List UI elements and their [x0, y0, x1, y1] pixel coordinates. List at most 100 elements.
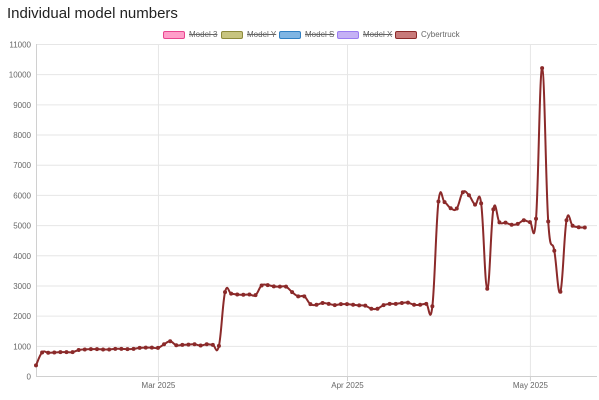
y-tick-label: 6000	[13, 191, 31, 200]
y-tick-label: 0	[27, 373, 32, 382]
y-tick-label: 10000	[9, 71, 32, 80]
data-point	[436, 199, 441, 204]
data-point	[399, 300, 404, 305]
data-point	[284, 284, 289, 289]
page-title: Individual model numbers	[7, 5, 178, 22]
y-tick-label: 3000	[13, 282, 31, 291]
data-point	[381, 303, 386, 308]
data-point	[570, 223, 575, 228]
legend-label: Model S	[305, 30, 335, 39]
data-point	[34, 363, 39, 368]
legend-swatch-model-s	[279, 31, 301, 39]
legend-swatch-model-3	[163, 31, 185, 39]
data-point	[308, 302, 313, 307]
data-point	[314, 302, 319, 307]
data-point	[119, 346, 124, 351]
data-point	[70, 350, 75, 355]
data-point	[290, 290, 295, 295]
data-point	[576, 225, 581, 230]
data-point	[479, 201, 484, 206]
y-tick-label: 9000	[13, 101, 31, 110]
data-point	[369, 306, 374, 311]
data-point	[387, 301, 392, 306]
data-point	[58, 350, 63, 355]
data-point	[460, 190, 465, 195]
data-point	[143, 345, 148, 350]
data-point	[320, 300, 325, 305]
data-point	[497, 220, 502, 225]
data-point	[94, 347, 99, 352]
data-point	[473, 202, 478, 207]
legend-label: Model Y	[247, 30, 277, 39]
data-point	[515, 221, 520, 226]
data-point	[216, 343, 221, 348]
data-point	[503, 220, 508, 225]
data-point	[393, 301, 398, 306]
data-point	[351, 302, 356, 307]
legend-swatch-model-x	[337, 31, 359, 39]
data-point	[527, 220, 532, 225]
x-tick-label: Mar 2025	[142, 381, 176, 390]
data-point	[540, 66, 545, 71]
data-point	[546, 219, 551, 224]
data-point	[180, 342, 185, 347]
y-tick-label: 5000	[13, 222, 31, 231]
data-point	[344, 302, 349, 307]
data-point	[338, 302, 343, 307]
data-point	[253, 293, 258, 298]
data-point	[412, 302, 417, 307]
data-point	[424, 301, 429, 306]
data-point	[162, 342, 167, 347]
data-point	[302, 294, 307, 299]
legend: Model 3 Model Y Model S Model X Cybertru…	[0, 30, 599, 44]
data-point	[198, 343, 203, 348]
data-point	[448, 206, 453, 211]
series-line-cybertruck	[35, 67, 585, 366]
legend-label: Model 3	[189, 30, 218, 39]
data-point	[509, 222, 514, 227]
data-point	[418, 302, 423, 307]
data-point	[326, 301, 331, 306]
data-point	[174, 343, 179, 348]
y-tick-label: 2000	[13, 312, 31, 321]
data-point	[82, 347, 87, 352]
data-point	[296, 294, 301, 299]
data-point	[558, 289, 563, 294]
data-point	[259, 283, 264, 288]
data-point	[155, 345, 160, 350]
data-point	[107, 347, 112, 352]
data-point	[521, 218, 526, 223]
data-point	[235, 292, 240, 297]
data-point	[582, 225, 587, 230]
data-point	[131, 346, 136, 351]
data-point	[277, 284, 282, 289]
data-point	[113, 346, 118, 351]
data-point	[186, 342, 191, 347]
y-tick-label: 1000	[13, 342, 31, 351]
x-tick-label: Apr 2025	[331, 381, 364, 390]
data-point	[229, 291, 234, 296]
data-point	[332, 303, 337, 308]
data-point	[534, 216, 539, 221]
data-point	[265, 283, 270, 288]
x-tick-label: May 2025	[513, 381, 549, 390]
data-point	[247, 292, 252, 297]
data-point	[210, 342, 215, 347]
legend-label: Cybertruck	[421, 30, 460, 39]
legend-swatch-model-y	[221, 31, 243, 39]
legend-swatch-cybertruck	[395, 31, 417, 39]
data-point	[76, 348, 81, 353]
data-point	[46, 350, 51, 355]
data-point	[64, 350, 69, 355]
data-point	[405, 300, 410, 305]
data-point	[564, 218, 569, 223]
y-tick-label: 8000	[13, 131, 31, 140]
data-point	[442, 200, 447, 205]
data-point	[204, 342, 209, 347]
data-point	[454, 206, 459, 211]
data-point	[552, 248, 557, 253]
data-point	[168, 339, 173, 344]
data-point	[137, 345, 142, 350]
data-point	[52, 350, 57, 355]
